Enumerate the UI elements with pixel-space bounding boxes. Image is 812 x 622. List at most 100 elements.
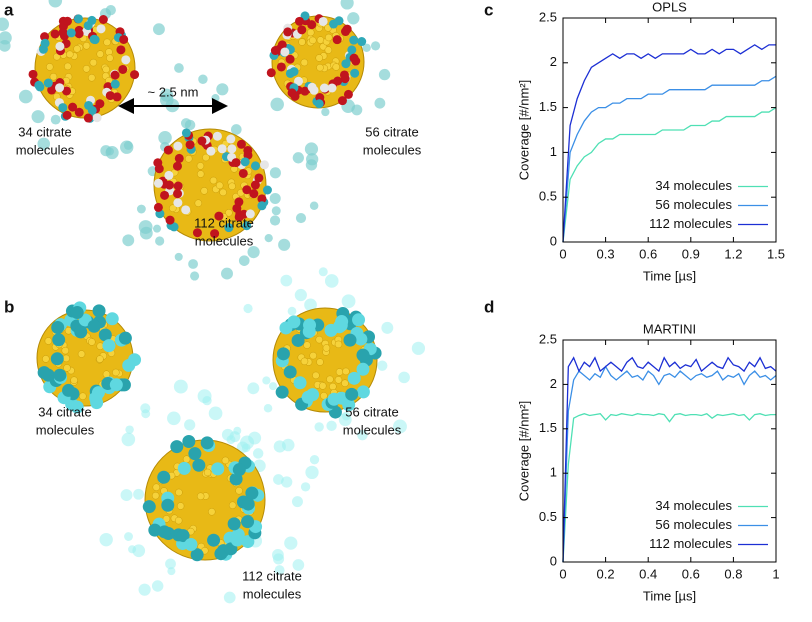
ligand	[241, 515, 255, 529]
ligand	[154, 164, 164, 174]
ligand	[192, 458, 206, 472]
ligand	[393, 419, 407, 434]
ligand	[58, 103, 68, 113]
atom	[315, 335, 323, 344]
ligand	[226, 134, 236, 144]
atom	[334, 340, 343, 349]
ligand	[34, 80, 44, 90]
atom	[103, 38, 111, 47]
ligand	[52, 333, 66, 347]
atom	[300, 357, 309, 366]
ligand	[268, 382, 278, 391]
ligand	[233, 426, 242, 435]
atom	[319, 382, 327, 390]
ligand	[341, 294, 356, 309]
atom	[235, 486, 243, 495]
x-tick-label: 1.5	[767, 246, 785, 261]
ligand	[130, 70, 140, 80]
ligand	[99, 532, 113, 547]
ligand	[291, 496, 303, 508]
ligand	[283, 27, 293, 37]
atom	[325, 33, 333, 42]
ligand	[121, 55, 131, 65]
atom	[332, 63, 340, 71]
atom	[79, 392, 87, 400]
render-caption: molecules	[195, 233, 254, 248]
ligand	[210, 229, 220, 239]
ligand	[185, 140, 195, 150]
ligand	[241, 497, 255, 511]
ligand	[257, 201, 267, 211]
ligand	[357, 429, 368, 441]
y-tick-label: 0	[550, 553, 557, 568]
ligand	[238, 255, 250, 266]
atom	[63, 364, 71, 372]
ligand	[132, 544, 146, 558]
ligand	[158, 131, 172, 145]
ligand	[341, 59, 351, 69]
ligand	[172, 161, 182, 171]
ligand	[87, 105, 97, 115]
ligand	[350, 68, 360, 78]
ligand	[289, 67, 299, 77]
ligand	[276, 62, 286, 72]
ligand	[283, 365, 297, 379]
ligand	[123, 141, 133, 150]
ligand	[92, 113, 102, 123]
ligand	[349, 35, 359, 45]
ligand	[167, 567, 176, 576]
ligand	[148, 523, 162, 537]
atom	[209, 176, 218, 185]
render-caption: 112 citrate	[194, 215, 254, 230]
ligand	[340, 0, 354, 10]
ligand	[370, 41, 381, 51]
ligand	[305, 465, 319, 480]
atom	[308, 36, 317, 45]
ligand	[110, 70, 120, 80]
ligand	[292, 152, 304, 164]
ligand	[174, 252, 183, 261]
panel-label: d	[484, 297, 494, 316]
atom	[300, 58, 309, 67]
ligand	[357, 37, 367, 47]
ligand	[176, 529, 190, 543]
ligand	[352, 313, 366, 327]
atom	[152, 483, 161, 491]
ligand	[362, 43, 371, 53]
ligand	[318, 16, 328, 26]
ligand	[351, 104, 363, 116]
ligand	[259, 160, 269, 170]
ligand	[294, 288, 307, 302]
ligand	[347, 371, 361, 385]
ligand	[340, 74, 350, 84]
y-axis-label: Coverage [#/nm²]	[516, 80, 531, 180]
ligand	[40, 38, 50, 48]
ligand	[374, 97, 386, 109]
ligand	[121, 432, 136, 447]
atom	[215, 181, 224, 190]
ligand	[50, 29, 60, 39]
series-line	[562, 365, 777, 563]
y-tick-label: 2.5	[539, 9, 557, 24]
ligand	[300, 86, 310, 96]
render-caption: molecules	[36, 422, 95, 437]
render-caption: 56 citrate	[365, 124, 418, 139]
ligand	[37, 366, 51, 380]
ligand	[181, 205, 191, 215]
ligand	[276, 347, 290, 361]
ligand	[109, 378, 123, 392]
atom	[309, 351, 317, 360]
ligand	[227, 517, 241, 531]
ligand	[327, 392, 341, 406]
ligand	[43, 78, 53, 88]
atom	[102, 65, 110, 74]
ligand	[337, 96, 347, 106]
ligand	[98, 15, 108, 25]
ligand	[326, 420, 337, 431]
ligand	[164, 170, 174, 180]
atom	[196, 492, 205, 501]
ligand	[174, 153, 184, 163]
ligand	[248, 431, 262, 445]
ligand	[252, 448, 264, 459]
ligand	[351, 56, 361, 66]
